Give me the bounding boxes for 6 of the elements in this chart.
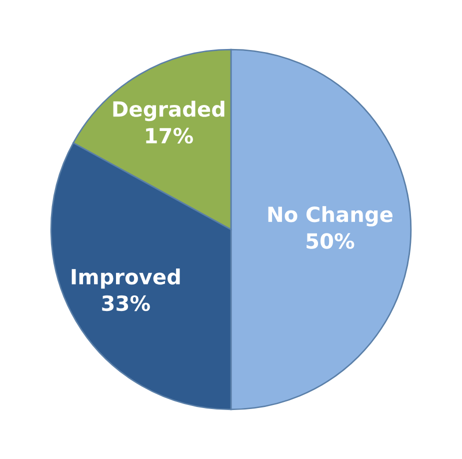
slice-label: Degraded xyxy=(113,100,224,122)
data-label: 33% xyxy=(102,295,150,312)
data-label: 17% xyxy=(146,128,193,144)
slice-label: Improved xyxy=(72,268,180,289)
slice-label: No Change xyxy=(268,206,392,226)
data-label: 50% xyxy=(306,233,354,249)
